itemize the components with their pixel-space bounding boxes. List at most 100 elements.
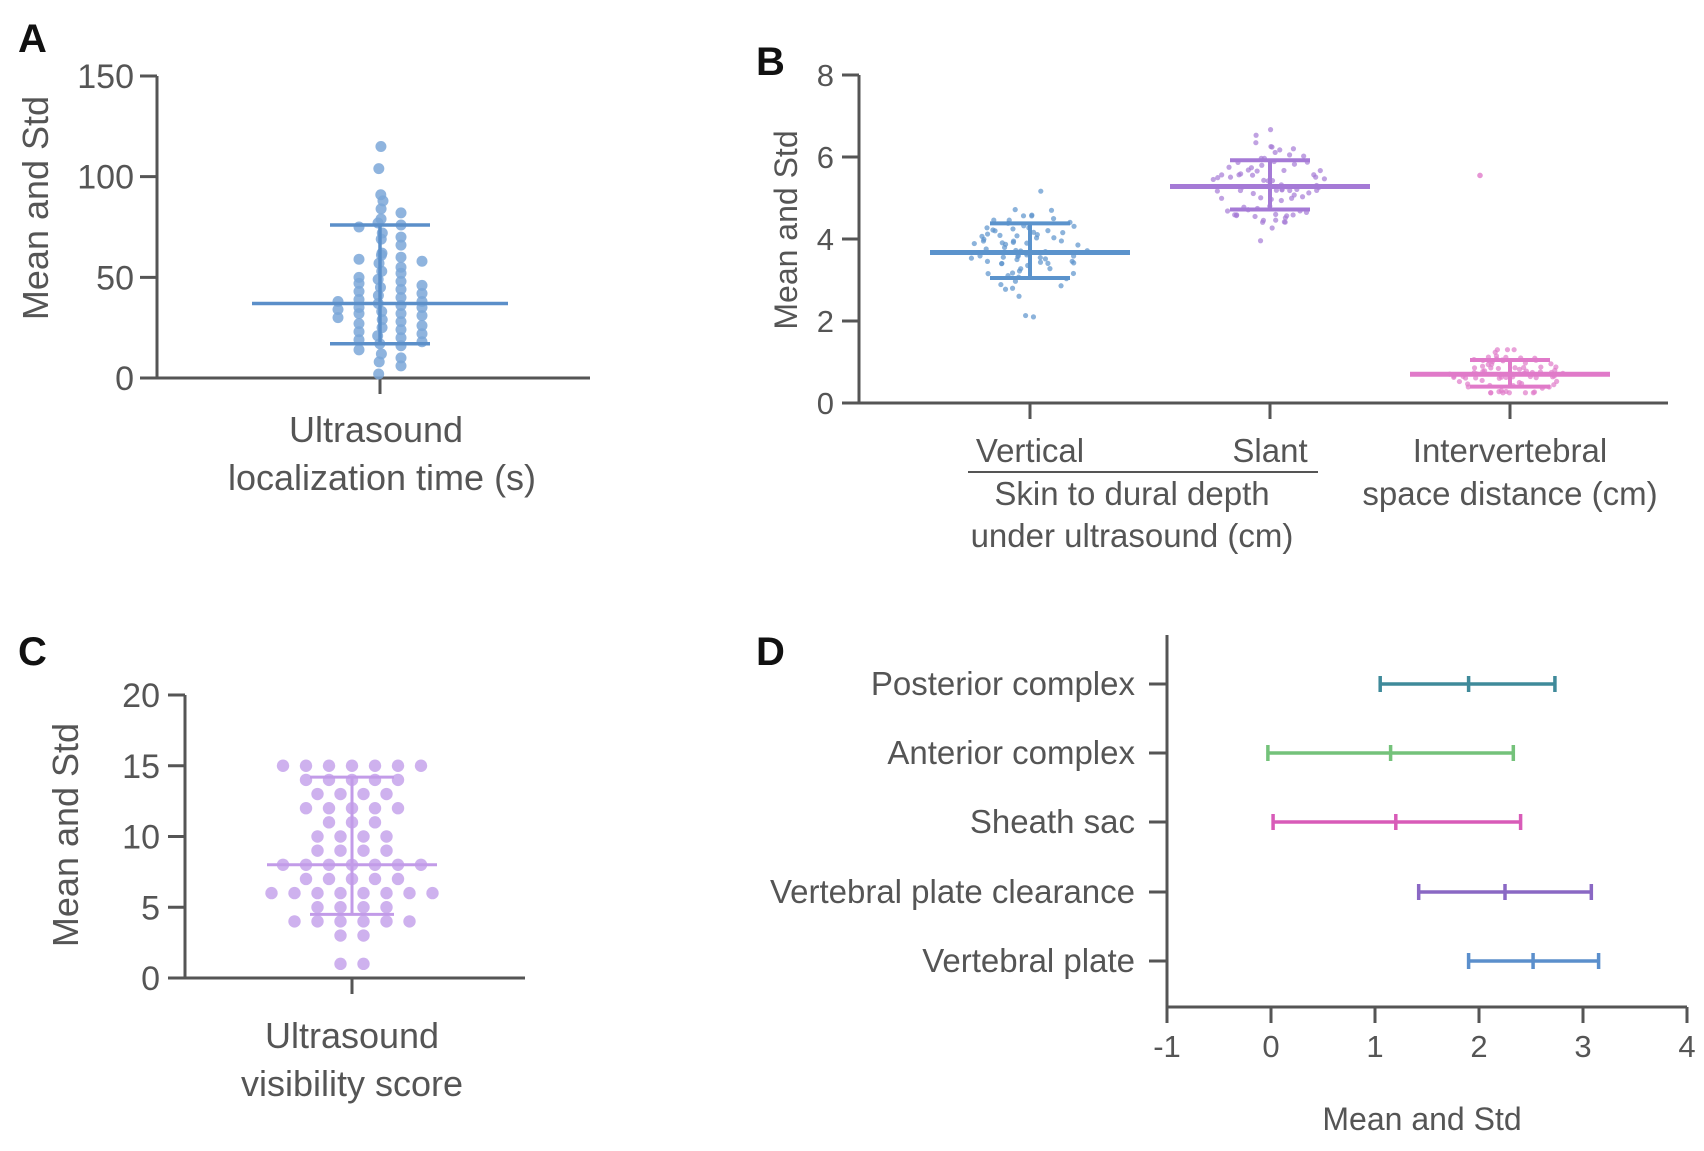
panel-b-point-0-48 xyxy=(1012,278,1019,284)
panel-b-y-tick-label-2: 4 xyxy=(817,222,834,257)
panel-b-point-1-21 xyxy=(1281,167,1287,174)
panel-b-point-1-73 xyxy=(1219,172,1225,178)
panel-c-point-4-3 xyxy=(357,915,370,928)
panel-b-point-1-35 xyxy=(1321,176,1328,182)
panel-b-point-0-26 xyxy=(1014,256,1020,263)
panel-c-point-7-4 xyxy=(391,872,405,886)
panel-b-point-2-64 xyxy=(1494,347,1500,353)
panel-b-point-0-56 xyxy=(999,240,1005,246)
panel-b-point-2-7 xyxy=(1456,378,1463,385)
panel-c-y-axis-label: Mean and Std xyxy=(45,723,86,947)
panel-d-x-tick-label-2: 1 xyxy=(1366,1029,1383,1064)
panel-c-point-14-0 xyxy=(299,773,313,787)
panel-b-point-0-68 xyxy=(1022,312,1029,319)
panel-b-x-tick-label-vertical: Vertical xyxy=(976,432,1084,469)
panel-c-point-10-2 xyxy=(357,830,370,843)
panel-b-group-label-line2: under ultrasound (cm) xyxy=(971,517,1294,554)
panel-a-point-45 xyxy=(416,310,428,322)
panel-b-point-1-13 xyxy=(1273,211,1279,218)
panel-c-y-tick-label-0: 0 xyxy=(141,960,160,998)
panel-a-point-11 xyxy=(395,231,407,243)
panel-b-point-0-42 xyxy=(1045,260,1051,266)
panel-c-y-tick-label-3: 15 xyxy=(122,748,160,786)
panel-c-point-14-4 xyxy=(391,773,405,787)
panel-b-point-1-26 xyxy=(1227,174,1234,180)
panel-d-x-tick-label-1: 0 xyxy=(1262,1029,1279,1064)
panel-b-point-1-18 xyxy=(1248,165,1255,171)
panel-b-point-0-41 xyxy=(1033,235,1040,241)
panel-b-point-0-55 xyxy=(1029,212,1035,218)
panel-c-y-tick-label-2: 10 xyxy=(122,819,160,857)
panel-a-point-22 xyxy=(395,267,407,279)
panel-b-point-0-3 xyxy=(1031,229,1037,235)
panel-b-group-label-line1: Skin to dural depth xyxy=(994,475,1269,512)
panel-a-y-tick-label-1: 50 xyxy=(96,259,134,297)
panel-a-point-65 xyxy=(395,360,407,372)
panel-b-point-1-44 xyxy=(1291,161,1298,167)
panel-b-point-2-58 xyxy=(1531,389,1538,395)
panel-c-point-12-3 xyxy=(368,802,382,815)
panel-b-point-0-74 xyxy=(1070,270,1077,277)
panel-b-point-0-61 xyxy=(984,225,990,231)
panel-b-point-0-63 xyxy=(1042,256,1049,262)
panel-b-point-1-32 xyxy=(1277,147,1283,153)
panel-a-point-5 xyxy=(395,207,407,219)
panel-c-point-13-2 xyxy=(357,787,370,801)
panel-b-point-1-69 xyxy=(1268,143,1274,150)
panel-a-point-16 xyxy=(395,251,407,263)
panel-b-point-2-23 xyxy=(1516,366,1523,372)
panel-c-point-5-2 xyxy=(357,901,370,914)
panel-a-point-30 xyxy=(353,285,365,297)
panel-a-point-44 xyxy=(353,308,365,320)
panel-d-x-tick-label-4: 3 xyxy=(1574,1029,1591,1064)
panel-a-point-13 xyxy=(395,239,407,251)
panel-b-y-tick-label-3: 6 xyxy=(817,140,834,175)
panel-a-point-4 xyxy=(375,203,387,215)
panel-c-point-6-4 xyxy=(357,886,370,900)
panel-a-y-tick-label-3: 150 xyxy=(77,58,134,96)
panel-c-point-5-1 xyxy=(334,901,347,914)
panel-b-x-tick-label-intervertebral-line2: space distance (cm) xyxy=(1362,475,1657,512)
panel-a-y-tick-label-2: 100 xyxy=(77,159,134,197)
panel-b-point-1-72 xyxy=(1281,219,1287,225)
panel-c-point-4-0 xyxy=(288,915,301,928)
panel-b-point-0-45 xyxy=(1058,238,1065,244)
panel-c-point-9-1 xyxy=(334,844,347,857)
panel-d-category-label-0: Posterior complex xyxy=(871,665,1136,702)
panel-b-point-1-36 xyxy=(1249,172,1256,178)
panel-c-point-13-0 xyxy=(311,787,324,801)
panel-c-point-15-0 xyxy=(276,759,290,772)
panel-c-point-1-1 xyxy=(357,957,370,971)
panel-b-point-1-40 xyxy=(1286,152,1293,158)
panel-b-point-1-14 xyxy=(1210,176,1216,183)
panel-c-point-12-0 xyxy=(299,802,313,815)
panel-b-point-0-17 xyxy=(968,255,975,261)
panel-b-point-2-12 xyxy=(1522,390,1529,396)
panel-b-point-0-60 xyxy=(1010,238,1017,244)
panel-b-point-1-74 xyxy=(1290,212,1296,218)
panel-b-point-1-6 xyxy=(1254,168,1260,174)
panel-b-point-2-40 xyxy=(1512,365,1518,371)
panel-letter-d: D xyxy=(756,630,785,674)
panel-c-point-14-1 xyxy=(322,773,336,787)
panel-c-point-4-4 xyxy=(380,915,393,928)
panel-a-point-26 xyxy=(353,277,365,289)
panel-a-point-9 xyxy=(353,221,365,233)
panel-c-point-6-3 xyxy=(334,886,347,900)
panel-b-point-0-58 xyxy=(1037,254,1043,261)
panel-a-point-7 xyxy=(372,217,384,229)
panel-b-point-2-61 xyxy=(1465,381,1471,387)
panel-b-point-1-75 xyxy=(1252,213,1258,220)
panel-b-point-0-40 xyxy=(1048,207,1055,213)
panel-b-point-1-55 xyxy=(1269,225,1275,231)
panel-b-point-1-34 xyxy=(1299,194,1306,200)
panel-b-point-1-45 xyxy=(1250,190,1256,197)
panel-c-point-15-6 xyxy=(414,759,428,772)
panel-c-point-7-3 xyxy=(368,872,382,886)
panel-b-point-0-22 xyxy=(1047,266,1053,272)
panel-d-category-label-3: Vertebral plate clearance xyxy=(770,873,1135,910)
panel-b-point-0-39 xyxy=(1051,235,1057,241)
panel-b-point-1-30 xyxy=(1306,190,1312,196)
panel-a-point-25 xyxy=(395,275,407,287)
